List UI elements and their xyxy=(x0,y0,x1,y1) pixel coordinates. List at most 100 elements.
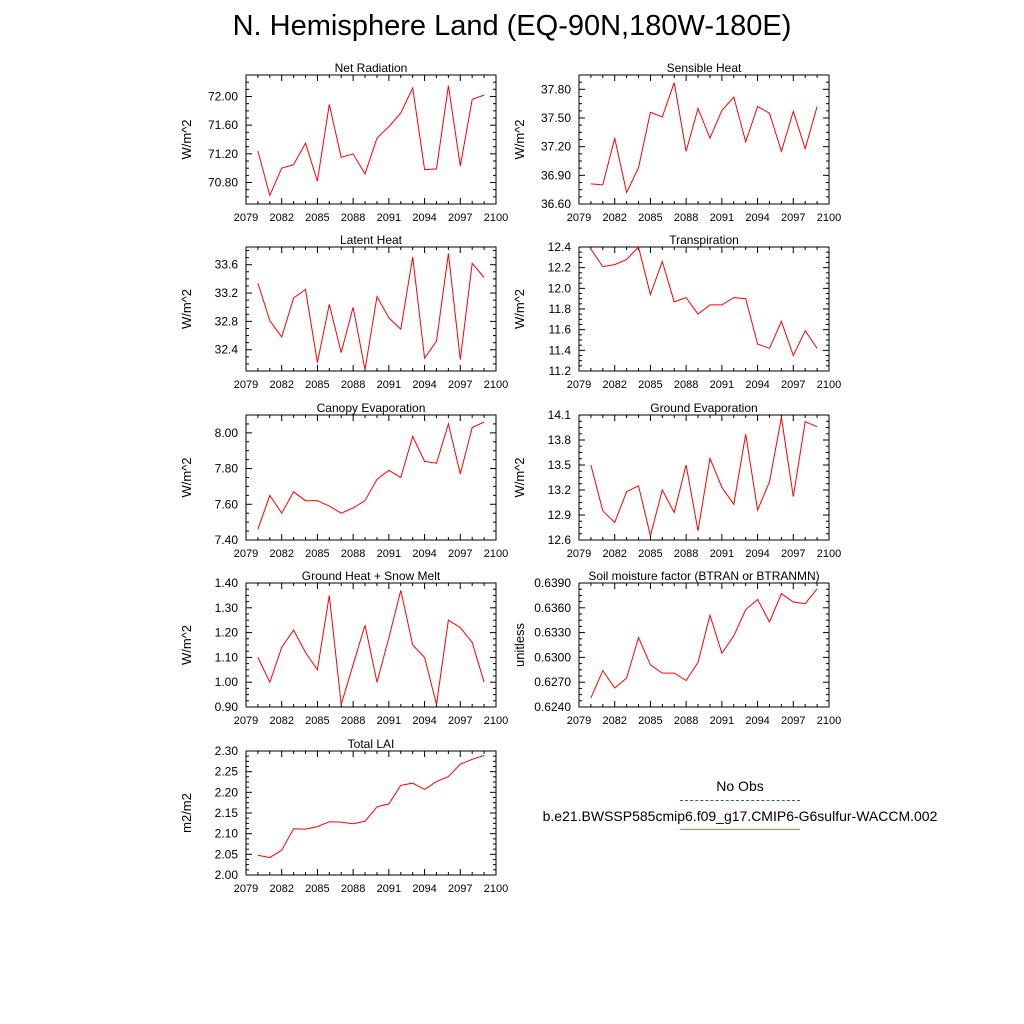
x-tick-label: 2100 xyxy=(484,379,508,391)
x-tick-label: 2097 xyxy=(781,379,805,391)
series-line-1 xyxy=(590,246,818,357)
x-tick-label: 2079 xyxy=(234,883,258,895)
x-tick-label: 2085 xyxy=(305,715,329,727)
x-tick-label: 2079 xyxy=(567,715,591,727)
chart-panel-7: Ground Heat + Snow Melt W/m^2 2079 2082 2085… xyxy=(179,569,508,727)
x-tick-label: 2085 xyxy=(305,548,329,560)
y-tick-label: 11.6 xyxy=(549,323,572,337)
series-line-1 xyxy=(257,755,485,859)
y-tick-label: 13.5 xyxy=(548,458,572,472)
y-tick-label: 2.25 xyxy=(215,765,239,779)
plot-frame xyxy=(578,414,830,541)
y-tick-label: 32.4 xyxy=(215,343,239,357)
x-tick-label: 2094 xyxy=(412,212,436,224)
y-tick-label: 11.2 xyxy=(549,364,572,378)
y-tick-label: 12.0 xyxy=(548,281,572,295)
plot-frame xyxy=(578,74,830,205)
x-tick-label: 2082 xyxy=(269,715,293,727)
panel-title: Total LAI xyxy=(348,737,395,751)
x-tick-label: 2097 xyxy=(781,212,805,224)
x-tick-label: 2100 xyxy=(817,379,841,391)
x-tick-label: 2100 xyxy=(817,715,841,727)
x-tick-label: 2097 xyxy=(781,548,805,560)
y-tick-label: 7.80 xyxy=(215,462,239,476)
y-tick-label: 2.20 xyxy=(215,785,239,799)
y-axis-label: W/m^2 xyxy=(179,625,194,665)
x-tick-label: 2091 xyxy=(710,379,734,391)
chart-panel-3: Latent Heat W/m^2 2079 2082 2085 2088 2091 2094… xyxy=(179,233,508,391)
x-tick-label: 2088 xyxy=(674,212,698,224)
x-tick-label: 2079 xyxy=(234,548,258,560)
x-tick-label: 2088 xyxy=(341,212,365,224)
x-tick-label: 2079 xyxy=(567,379,591,391)
x-tick-label: 2088 xyxy=(341,883,365,895)
x-tick-label: 2100 xyxy=(484,548,508,560)
y-tick-label: 7.40 xyxy=(215,533,239,547)
page-title: N. Hemisphere Land (EQ-90N,180W-180E) xyxy=(232,10,792,42)
x-tick-label: 2085 xyxy=(638,715,662,727)
legend-obs-line xyxy=(680,800,800,801)
y-axis-label: m2/m2 xyxy=(179,793,194,833)
y-tick-label: 71.20 xyxy=(208,147,238,161)
x-tick-label: 2088 xyxy=(674,379,698,391)
y-tick-label: 12.6 xyxy=(548,533,572,547)
y-tick-label: 2.05 xyxy=(215,847,239,861)
x-tick-label: 2094 xyxy=(745,379,769,391)
x-tick-label: 2082 xyxy=(602,715,626,727)
y-tick-label: 0.6300 xyxy=(534,650,571,664)
y-tick-label: 36.90 xyxy=(541,168,571,182)
x-tick-label: 2088 xyxy=(341,379,365,391)
x-tick-label: 2079 xyxy=(234,715,258,727)
series-line-1 xyxy=(590,588,818,699)
plot-frame xyxy=(578,582,830,708)
chart-panel-2: Sensible Heat W/m^2 2079 2082 2085 2088 2091 20… xyxy=(512,61,841,224)
panel-title: Transpiration xyxy=(669,233,739,247)
x-tick-label: 2097 xyxy=(448,212,472,224)
y-axis-label: W/m^2 xyxy=(179,289,194,329)
x-tick-label: 2091 xyxy=(377,715,401,727)
y-tick-label: 2.15 xyxy=(215,806,239,820)
x-tick-label: 2082 xyxy=(269,212,293,224)
y-tick-label: 1.10 xyxy=(215,650,239,664)
y-tick-label: 1.40 xyxy=(215,576,239,590)
x-tick-label: 2091 xyxy=(710,212,734,224)
x-tick-label: 2079 xyxy=(234,379,258,391)
x-tick-label: 2091 xyxy=(710,715,734,727)
panel-title: Ground Heat + Snow Melt xyxy=(302,569,441,583)
panel-title: Ground Evaporation xyxy=(650,401,757,415)
x-tick-label: 2100 xyxy=(484,883,508,895)
x-tick-label: 2097 xyxy=(448,379,472,391)
plot-frame xyxy=(245,750,497,876)
series-line-1 xyxy=(257,421,485,530)
x-tick-label: 2082 xyxy=(269,883,293,895)
y-tick-label: 1.00 xyxy=(215,675,239,689)
y-tick-label: 12.2 xyxy=(548,261,572,275)
y-tick-label: 0.6270 xyxy=(534,675,571,689)
y-axis-label: W/m^2 xyxy=(179,119,194,159)
x-tick-label: 2082 xyxy=(602,548,626,560)
y-tick-label: 12.9 xyxy=(548,508,572,522)
y-tick-label: 14.1 xyxy=(548,408,572,422)
chart-panel-5: Canopy Evaporation W/m^2 2079 2082 2085 2088 2… xyxy=(179,401,508,560)
x-tick-label: 2082 xyxy=(602,379,626,391)
x-tick-label: 2094 xyxy=(745,548,769,560)
y-tick-label: 7.60 xyxy=(215,497,239,511)
panel-title: Soil moisture factor (BTRAN or BTRANMN) xyxy=(588,569,819,583)
y-tick-label: 0.90 xyxy=(215,700,239,714)
x-tick-label: 2082 xyxy=(602,212,626,224)
series-line-1 xyxy=(590,417,818,536)
x-tick-label: 2100 xyxy=(817,212,841,224)
x-tick-label: 2082 xyxy=(269,548,293,560)
x-tick-label: 2100 xyxy=(484,212,508,224)
y-tick-label: 0.6240 xyxy=(534,700,571,714)
legend-obs-label: No Obs xyxy=(716,778,764,794)
panel-title: Latent Heat xyxy=(340,233,403,247)
y-tick-label: 33.2 xyxy=(215,286,239,300)
y-tick-label: 37.80 xyxy=(541,82,571,96)
chart-panel-1: Net Radiation W/m^2 2079 2082 2085 2088 2091 20… xyxy=(179,61,508,224)
y-tick-label: 0.6330 xyxy=(534,626,571,640)
panel-title: Canopy Evaporation xyxy=(317,401,426,415)
y-tick-label: 0.6390 xyxy=(534,576,571,590)
plot-frame xyxy=(245,74,497,205)
y-tick-label: 36.60 xyxy=(541,197,571,211)
